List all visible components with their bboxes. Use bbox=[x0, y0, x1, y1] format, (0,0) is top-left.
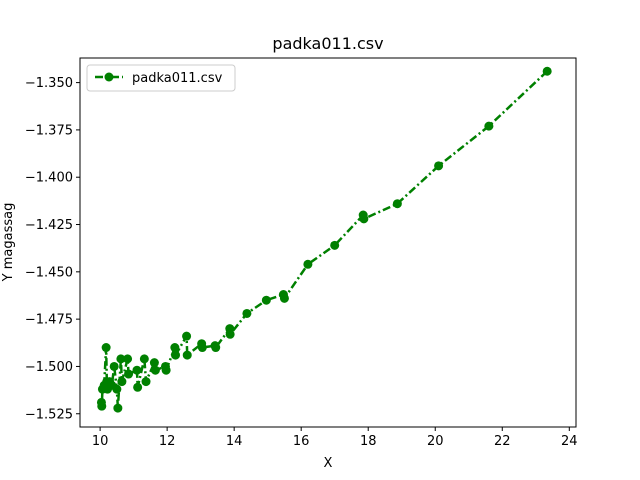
x-tick-label: 14 bbox=[226, 434, 243, 449]
x-axis-ticks: 10 12 14 16 18 20 22 24 bbox=[92, 427, 578, 449]
data-point bbox=[109, 361, 119, 371]
y-axis-label: Y magassag bbox=[1, 203, 16, 283]
y-tick-label: −1.375 bbox=[25, 123, 73, 138]
data-point bbox=[542, 66, 552, 76]
data-point bbox=[96, 397, 106, 407]
data-point bbox=[210, 341, 220, 351]
data-point bbox=[117, 377, 127, 387]
legend-marker-swatch bbox=[104, 72, 114, 82]
data-point bbox=[182, 331, 192, 341]
data-point bbox=[113, 403, 123, 413]
data-point bbox=[133, 382, 143, 392]
y-tick-label: −1.425 bbox=[25, 218, 73, 233]
x-tick-label: 10 bbox=[92, 434, 109, 449]
data-point bbox=[97, 384, 107, 394]
data-point bbox=[132, 365, 142, 375]
data-point bbox=[141, 377, 151, 387]
chart-title: padka011.csv bbox=[272, 34, 383, 53]
data-point bbox=[160, 361, 170, 371]
y-tick-label: −1.475 bbox=[25, 313, 73, 328]
data-point bbox=[392, 199, 402, 209]
data-point bbox=[197, 339, 207, 349]
data-point bbox=[170, 343, 180, 353]
plot-markers bbox=[96, 66, 552, 413]
x-tick-label: 24 bbox=[561, 434, 578, 449]
data-point bbox=[149, 358, 159, 368]
data-point bbox=[261, 295, 271, 305]
data-point bbox=[242, 308, 252, 318]
data-point bbox=[116, 354, 126, 364]
legend: padka011.csv bbox=[86, 64, 236, 92]
data-point bbox=[434, 161, 444, 171]
y-tick-label: −1.450 bbox=[25, 265, 73, 280]
x-tick-label: 16 bbox=[293, 434, 310, 449]
data-point bbox=[124, 369, 134, 379]
data-point bbox=[139, 354, 149, 364]
data-point bbox=[358, 210, 368, 220]
data-point bbox=[150, 365, 160, 375]
data-point bbox=[278, 290, 288, 300]
data-point bbox=[225, 324, 235, 334]
y-tick-label: −1.400 bbox=[25, 171, 73, 186]
x-tick-label: 22 bbox=[494, 434, 511, 449]
data-point bbox=[171, 350, 181, 360]
legend-box bbox=[86, 64, 236, 92]
x-tick-label: 20 bbox=[427, 434, 444, 449]
data-point bbox=[101, 343, 111, 353]
y-tick-label: −1.500 bbox=[25, 360, 73, 375]
x-tick-label: 12 bbox=[159, 434, 176, 449]
data-point bbox=[123, 354, 133, 364]
data-point bbox=[484, 121, 494, 131]
x-axis-label: X bbox=[324, 456, 333, 471]
x-tick-label: 18 bbox=[360, 434, 377, 449]
legend-label: padka011.csv bbox=[132, 71, 223, 86]
plot-frame bbox=[79, 57, 577, 428]
y-tick-label: −1.350 bbox=[25, 76, 73, 91]
data-point bbox=[330, 240, 340, 250]
data-point bbox=[303, 259, 313, 269]
y-tick-label: −1.525 bbox=[25, 407, 73, 422]
y-axis-ticks: −1.525 −1.500 −1.475 −1.450 −1.425 −1.400 −1.3… bbox=[25, 76, 80, 422]
data-point bbox=[182, 350, 192, 360]
